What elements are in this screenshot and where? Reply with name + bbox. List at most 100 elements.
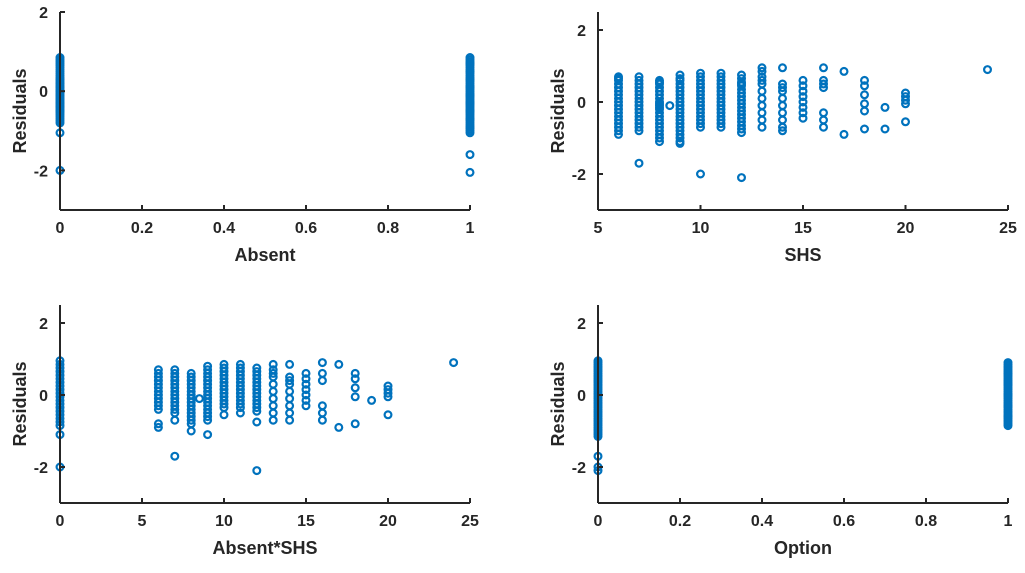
chart-panel-3: 0 5 10 15 20 25 -2 0 2 Absent*SHS Residuals — [10, 305, 479, 558]
data-point — [317, 368, 327, 378]
data-point — [285, 401, 295, 411]
y-tick-label: 2 — [39, 5, 48, 22]
data-point — [859, 81, 869, 91]
data-point — [777, 115, 787, 125]
data-point — [859, 90, 869, 100]
data-point — [383, 392, 393, 402]
data-point — [170, 451, 180, 461]
data-point — [654, 77, 664, 87]
data-point — [757, 66, 767, 76]
data-point — [235, 408, 245, 418]
data-point — [818, 108, 828, 118]
data-point — [859, 75, 869, 85]
data-point — [818, 83, 828, 93]
data-points — [613, 63, 992, 183]
data-point — [317, 408, 327, 418]
data-point — [900, 95, 910, 105]
data-point — [203, 412, 213, 422]
data-point — [736, 128, 746, 138]
data-point — [301, 401, 311, 411]
data-point — [317, 401, 327, 411]
data-point — [235, 403, 245, 413]
data-point — [777, 101, 787, 111]
data-point — [465, 114, 475, 124]
data-point — [317, 376, 327, 386]
data-point — [798, 92, 808, 102]
data-point — [757, 86, 767, 96]
data-point — [465, 128, 475, 138]
data-point — [301, 385, 311, 395]
data-point — [798, 113, 808, 123]
data-point — [675, 133, 685, 143]
data-point — [798, 81, 808, 91]
data-points — [55, 52, 475, 177]
x-tick-label: 0.8 — [377, 220, 399, 237]
data-point — [285, 394, 295, 404]
data-points — [55, 356, 459, 476]
data-point — [252, 406, 262, 416]
data-point — [695, 119, 705, 129]
data-point — [798, 86, 808, 96]
data-point — [268, 386, 278, 396]
data-point — [1003, 401, 1013, 411]
data-point — [383, 410, 393, 420]
x-axis-title: Absent — [234, 245, 295, 265]
x-tick-label: 10 — [692, 220, 710, 237]
y-axis-title: Residuals — [10, 361, 30, 446]
x-axis-title: SHS — [784, 245, 821, 265]
x-tick-label: 1 — [466, 220, 475, 237]
data-point — [301, 395, 311, 405]
data-point — [350, 419, 360, 429]
data-point — [798, 97, 808, 107]
data-point — [634, 122, 644, 132]
data-point — [900, 99, 910, 109]
data-point — [268, 401, 278, 411]
data-point — [465, 150, 475, 160]
data-point — [798, 102, 808, 112]
data-point — [383, 388, 393, 398]
data-point — [859, 124, 869, 134]
y-tick-label: -2 — [34, 460, 48, 477]
x-tick-label: 0.2 — [669, 513, 691, 530]
data-point — [818, 122, 828, 132]
data-point — [268, 394, 278, 404]
data-point — [203, 415, 213, 425]
data-point — [777, 108, 787, 118]
x-axis-title: Option — [774, 538, 832, 558]
data-point — [285, 386, 295, 396]
data-point — [818, 115, 828, 125]
x-tick-label: 0.6 — [833, 513, 855, 530]
y-tick-label: -2 — [572, 167, 586, 184]
x-tick-label: 15 — [794, 220, 812, 237]
data-point — [153, 401, 163, 411]
data-point — [736, 173, 746, 183]
x-axis-title: Absent*SHS — [212, 538, 317, 558]
data-point — [317, 415, 327, 425]
data-point — [613, 74, 623, 84]
data-point — [285, 376, 295, 386]
y-tick-label: -2 — [34, 163, 48, 180]
data-point — [350, 374, 360, 384]
data-point — [235, 399, 245, 409]
y-tick-label: 0 — [39, 388, 48, 405]
data-point — [716, 122, 726, 132]
data-point — [153, 404, 163, 414]
x-tick-label: 20 — [897, 220, 915, 237]
x-tick-label: 0 — [594, 513, 603, 530]
data-point — [268, 379, 278, 389]
data-point — [350, 383, 360, 393]
data-point — [839, 129, 849, 139]
x-tick-label: 0.2 — [131, 220, 153, 237]
data-point — [798, 108, 808, 118]
data-point — [268, 368, 278, 378]
x-tick-label: 0.4 — [751, 513, 773, 530]
data-point — [757, 108, 767, 118]
data-point — [268, 408, 278, 418]
x-tick-label: 0 — [56, 513, 65, 530]
data-point — [675, 138, 685, 148]
data-point — [186, 426, 196, 436]
data-point — [1003, 390, 1013, 400]
data-point — [203, 430, 213, 440]
data-point — [900, 117, 910, 127]
